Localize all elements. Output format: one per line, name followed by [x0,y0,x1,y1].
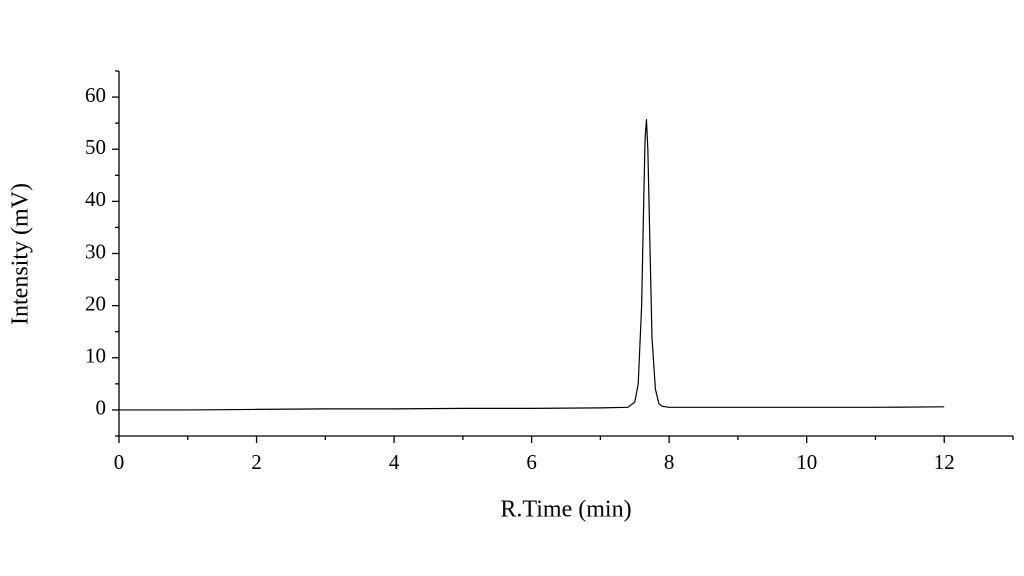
y-tick-label: 40 [85,187,106,211]
data-line [119,118,945,411]
x-tick-label: 0 [114,450,125,474]
x-tick-label: 8 [664,450,675,474]
x-axis-label: R.Time (min) [500,497,631,523]
y-tick-label: 30 [85,239,106,263]
y-tick-label: 60 [85,83,106,107]
x-tick-label: 2 [251,450,262,474]
x-tick-label: 4 [389,450,400,474]
y-tick-label: 0 [96,396,107,420]
x-tick-label: 12 [934,450,955,474]
y-tick-label: 50 [85,135,106,159]
y-tick-label: 10 [85,344,106,368]
y-tick-label: 20 [85,291,106,315]
x-tick-label: 6 [526,450,537,474]
x-tick-label: 10 [796,450,817,474]
y-axis-label: Intensity (mV) [8,183,34,325]
